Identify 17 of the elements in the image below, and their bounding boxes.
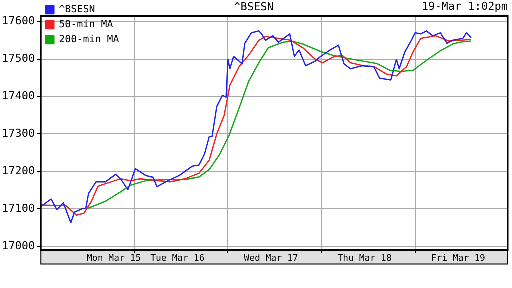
x-tick-label: Fri Mar 19 [431, 254, 486, 264]
legend-label: 50-min MA [59, 20, 114, 31]
x-tick-label: Tue Mar 16 [150, 254, 205, 264]
legend-label: 200-min MA [59, 34, 120, 46]
y-tick-label: 17500 [2, 52, 36, 66]
chart-title: ^BSESN [234, 0, 274, 14]
y-tick-label: 17600 [2, 14, 36, 28]
x-tick-label: Wed Mar 17 [244, 254, 298, 264]
legend-label: ^BSESN [59, 4, 96, 16]
y-tick-label: 17200 [2, 164, 36, 178]
y-tick-label: 17100 [2, 202, 36, 215]
y-tick-label: 17000 [2, 239, 36, 252]
x-tick-label: Thu Mar 18 [338, 254, 392, 264]
text: 19-Mar 1:02pm [422, 0, 508, 13]
x-tick-label: Mon Mar 15 [86, 254, 142, 264]
y-tick-label: 17300 [2, 126, 36, 140]
y-tick-label: 17400 [2, 90, 36, 103]
